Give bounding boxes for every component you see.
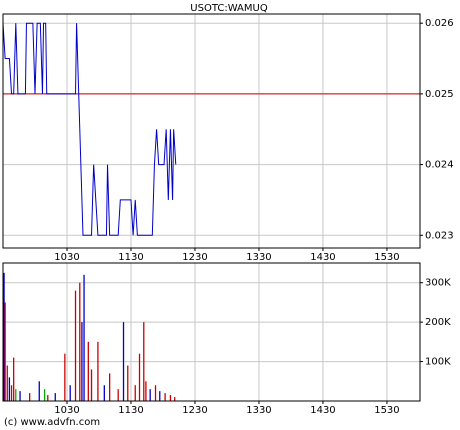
- plot-frame: [2, 13, 421, 249]
- x-tick-label: 1030: [54, 252, 79, 263]
- x-tick-label: 1230: [182, 252, 207, 263]
- x-tick-label: 1330: [246, 405, 271, 416]
- y-tick-label: 100K: [425, 357, 451, 368]
- footer: (c) www.advfn.com: [4, 417, 100, 428]
- y-tick-label: 0.026: [425, 18, 454, 29]
- x-tick-label: 1130: [118, 252, 143, 263]
- x-tick-label: 1430: [310, 252, 335, 263]
- plot-area: [3, 14, 420, 248]
- y-tick-label: 0.024: [425, 160, 454, 171]
- y-tick-label: 300K: [425, 278, 451, 289]
- y-tick-label: 0.023: [425, 230, 454, 241]
- x-tick-label: 1030: [54, 405, 79, 416]
- price-line: [2, 22, 177, 236]
- y-tick-label: 200K: [425, 317, 451, 328]
- x-tick-label: 1530: [374, 252, 399, 263]
- x-tick-label: 1130: [118, 405, 143, 416]
- x-tick-label: 1330: [246, 252, 271, 263]
- x-tick-label: 1530: [374, 405, 399, 416]
- chart-title: USOTC:WAMUQ: [190, 3, 268, 14]
- y-tick-label: 0.025: [425, 89, 454, 100]
- plot-area: [3, 263, 420, 401]
- x-tick-label: 1430: [310, 405, 335, 416]
- plot-frame: [2, 262, 421, 402]
- x-tick-label: 1230: [182, 405, 207, 416]
